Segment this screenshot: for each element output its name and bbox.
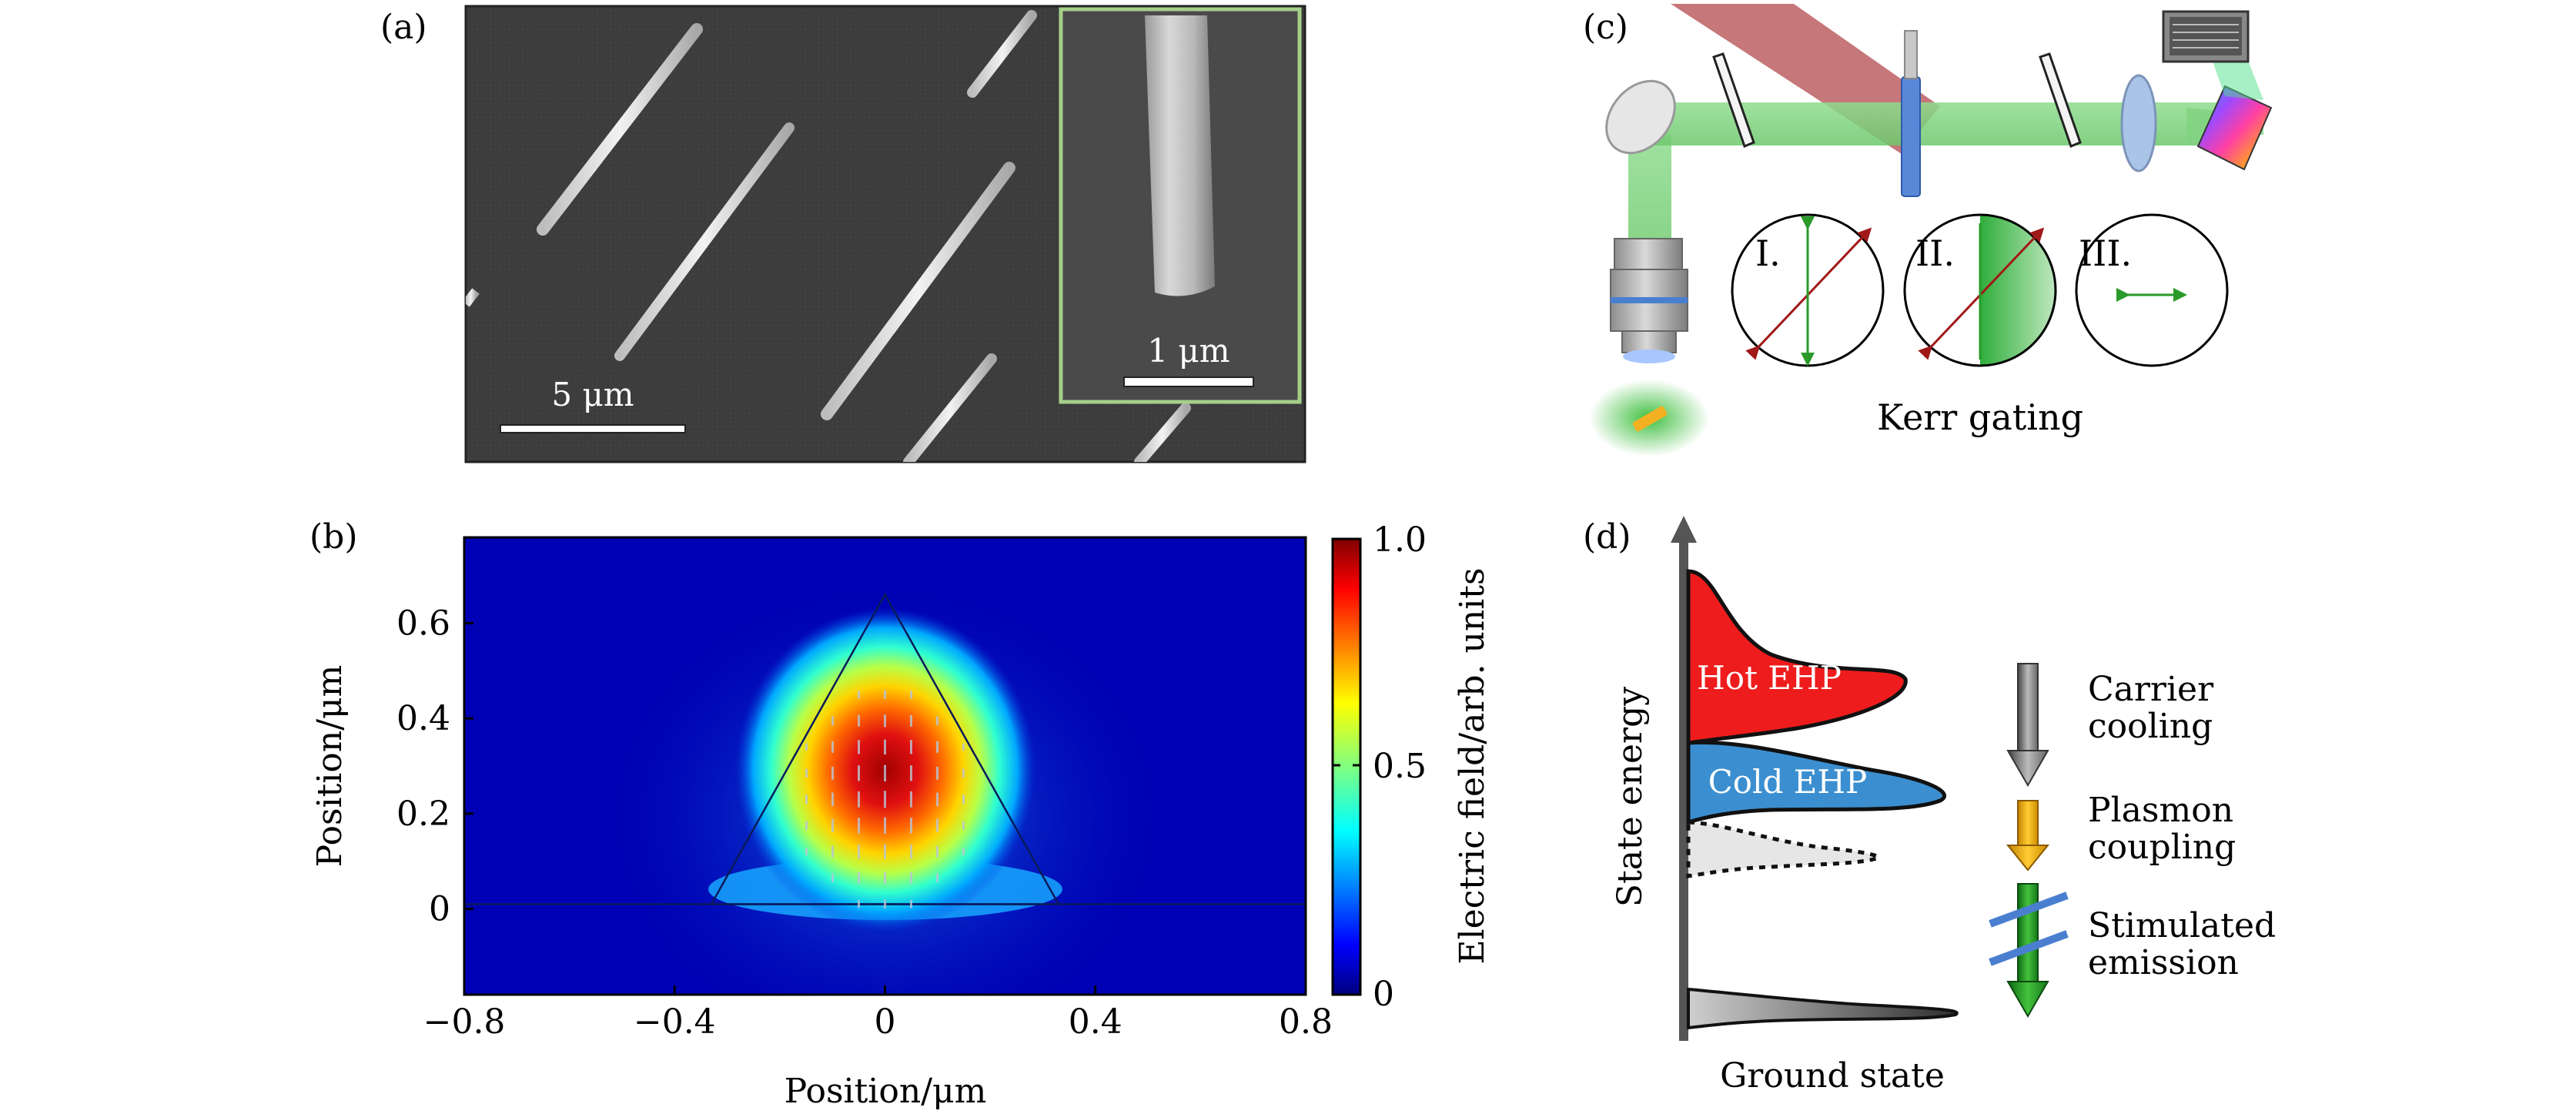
inset-scale-bar-label: 1 μm <box>1147 332 1229 370</box>
energy-diagram: Hot EHP Cold EHP Ground state State ener… <box>1611 516 2276 1096</box>
polarizer-icon <box>1712 52 1755 148</box>
sample-nanowire <box>1632 406 1668 432</box>
objective-icon <box>1610 238 1688 363</box>
legend-carrier-line2: cooling <box>2088 707 2213 746</box>
gating-circle-ii: II. <box>1903 213 2057 367</box>
lens-icon <box>2120 74 2157 172</box>
energy-axis-arrowhead <box>1671 516 1697 543</box>
carrier-cooling-arrow-icon <box>2006 663 2049 787</box>
colorbar-label: Electric field/arb. units <box>1453 567 1492 964</box>
legend-stim-line1: Stimulated <box>2088 906 2276 945</box>
optical-setup-schematic: I. II. III. Kerr gating <box>1589 4 2273 457</box>
x-tick-label: −0.8 <box>423 1002 506 1042</box>
x-tick-label: 0 <box>875 1002 896 1042</box>
legend-carrier-line1: Carrier <box>2088 670 2214 709</box>
nanowire <box>821 162 1015 420</box>
nanowire <box>614 122 795 361</box>
ground-state-distribution <box>1687 987 1959 1030</box>
plasmon-coupling-arrow-icon <box>2006 800 2050 871</box>
y-tick-label: 0 <box>429 890 450 929</box>
cbar-tick-min: 0 <box>1373 975 1394 1014</box>
nanowire <box>466 288 480 307</box>
legend-plasmon-line1: Plasmon <box>2088 791 2233 830</box>
scale-bar <box>500 424 686 433</box>
gating-circle-i: I. <box>1731 213 1885 367</box>
panel-d-label: (d) <box>1583 517 1631 557</box>
y-axis-label: Position/μm <box>310 665 350 868</box>
field-vectors <box>805 690 965 909</box>
hot-ehp-label: Hot EHP <box>1697 659 1842 697</box>
stimulated-emission-arrow-icon <box>1989 883 2069 1018</box>
scale-bar-label: 5 μm <box>551 376 634 413</box>
heatmap-plot: −0.8 −0.4 0 0.4 0.8 0 0.2 0.4 0.6 Position/μm P… <box>310 536 1333 1111</box>
gating-circle-iii: III. <box>2075 213 2229 367</box>
x-axis-label: Position/μm <box>785 1072 987 1111</box>
cbar-tick-mid: 0.5 <box>1373 747 1427 786</box>
y-tick-label: 0.4 <box>396 699 450 738</box>
circle-label-i: I. <box>1755 233 1781 274</box>
y-tick-label: 0.2 <box>396 795 450 834</box>
nanowire <box>903 353 997 462</box>
kerr-medium-icon <box>1901 76 1921 197</box>
cold-ehp-label: Cold EHP <box>1708 763 1868 801</box>
x-axis-ticks: −0.8 −0.4 0 0.4 0.8 <box>423 985 1333 1042</box>
nanowire <box>537 23 703 236</box>
mirror-icon <box>1605 79 1676 155</box>
circle-label-iii: III. <box>2079 233 2132 274</box>
nanowire <box>967 10 1037 98</box>
analyzer-icon <box>2039 52 2082 148</box>
cold-ehp-distribution <box>1686 740 1946 825</box>
y-tick-label: 0.6 <box>396 604 450 643</box>
intermediate-distribution <box>1686 820 1881 878</box>
sem-image: 5 μm 1 μm <box>464 5 1306 463</box>
cbar-tick-max: 1.0 <box>1373 520 1427 560</box>
hot-ehp-distribution <box>1686 569 1908 745</box>
x-tick-label: −0.4 <box>634 1002 716 1042</box>
nanowire <box>1134 403 1191 462</box>
grating-icon <box>2196 85 2273 171</box>
inset-scale-bar <box>1123 376 1254 387</box>
sem-inset: 1 μm <box>1059 7 1302 404</box>
x-tick-label: 0.4 <box>1069 1002 1122 1042</box>
circle-label-ii: II. <box>1915 233 1955 274</box>
colorbar: 1.0 0.5 0 Electric field/arb. units <box>1331 520 1492 1014</box>
panel-a-label: (a) <box>380 8 427 47</box>
kerr-gating-caption: Kerr gating <box>1877 396 2083 438</box>
legend-stim-line2: emission <box>2088 943 2239 982</box>
x-tick-label: 0.8 <box>1279 1002 1333 1042</box>
panel-b-label: (b) <box>309 517 358 557</box>
y-axis-ticks: 0 0.2 0.4 0.6 <box>396 604 473 929</box>
panel-c-label: (c) <box>1583 8 1628 47</box>
legend-plasmon-line2: coupling <box>2088 828 2236 867</box>
state-energy-label: State energy <box>1611 687 1650 907</box>
ground-state-label: Ground state <box>1720 1056 1945 1096</box>
